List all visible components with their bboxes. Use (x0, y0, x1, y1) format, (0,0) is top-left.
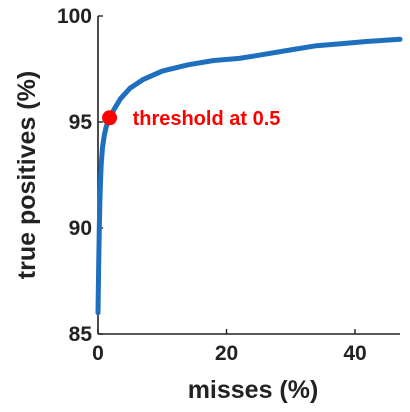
x-tick-label: 40 (343, 342, 366, 365)
x-tick-label: 20 (215, 342, 238, 365)
threshold-annotation-label: threshold at 0.5 (133, 108, 281, 130)
y-tick-label: 100 (57, 5, 92, 28)
y-tick-label: 85 (69, 323, 93, 346)
x-tick-labels: 0 20 40 (92, 342, 367, 365)
plot-area (95, 15, 403, 335)
y-axis-label: true positives (%) (13, 71, 41, 279)
x-axis-label: misses (%) (188, 376, 319, 404)
y-tick-label: 95 (69, 111, 93, 134)
y-tick-labels: 85 90 95 100 (57, 5, 92, 346)
roc-curve-line (95, 36, 403, 316)
y-tick-label: 90 (69, 217, 92, 240)
threshold-marker (102, 110, 118, 126)
x-tick-label: 0 (92, 342, 104, 365)
